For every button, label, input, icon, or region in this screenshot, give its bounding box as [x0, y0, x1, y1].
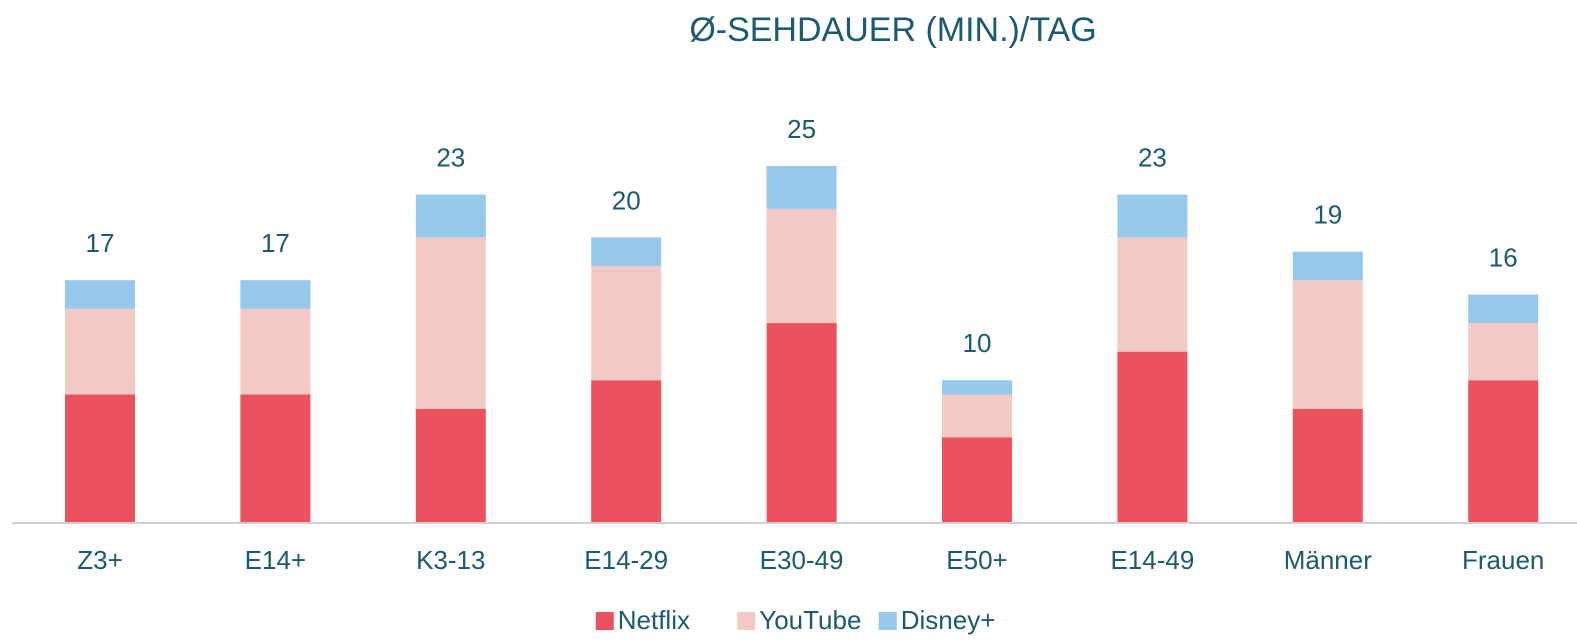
total-label: 25 [787, 114, 816, 144]
chart-title: Ø-SEHDAUER (MIN.)/TAG [689, 11, 1096, 49]
total-label: 23 [1138, 142, 1167, 172]
x-tick-label: E50+ [946, 545, 1007, 575]
x-tick-label: E14-49 [1110, 545, 1194, 575]
bar-segment [1468, 294, 1539, 324]
total-label: 17 [261, 228, 290, 258]
legend-swatch [595, 612, 614, 630]
bar-segment [942, 394, 1012, 438]
bar-segment [65, 394, 135, 523]
bar-segment [942, 380, 1012, 395]
bar-segment [766, 208, 837, 324]
legend-label: YouTube [759, 605, 861, 635]
bar-segment [591, 265, 662, 381]
bar-segment [240, 280, 311, 309]
bar-segment [240, 308, 311, 395]
legend-label: Netflix [618, 605, 690, 635]
total-label: 17 [86, 228, 115, 258]
total-label: 23 [436, 142, 465, 172]
legend-swatch [737, 612, 756, 630]
total-label: 10 [963, 328, 992, 358]
bar-segment [1292, 280, 1363, 409]
bar-segment [415, 237, 486, 409]
bar-segment [1292, 408, 1363, 523]
bar-segment [766, 323, 837, 523]
x-tick-label: E30-49 [760, 545, 844, 575]
bar-segment [1117, 194, 1188, 238]
bar-segment [766, 166, 837, 209]
x-tick-label: Männer [1284, 545, 1372, 575]
total-label: 16 [1489, 242, 1518, 272]
x-tick-label: Frauen [1462, 545, 1544, 575]
bar-segment [415, 408, 486, 523]
legend-swatch [878, 612, 897, 630]
bar-segment [591, 380, 662, 523]
bar-segment [1292, 251, 1363, 281]
x-tick-label: E14+ [245, 545, 306, 575]
bar-segment [942, 437, 1012, 523]
bar-segment [415, 194, 486, 238]
bar-segment [65, 308, 135, 395]
bar-segment [1468, 380, 1539, 523]
bar-segment [240, 394, 311, 523]
x-tick-label: K3-13 [416, 545, 485, 575]
x-tick-label: Z3+ [77, 545, 123, 575]
bar-segment [1117, 237, 1188, 352]
bar-segment [1117, 351, 1188, 523]
legend-label: Disney+ [901, 605, 996, 635]
total-label: 20 [612, 185, 641, 215]
bar-segment [591, 237, 662, 266]
total-label: 19 [1313, 200, 1342, 230]
bar-segment [65, 280, 135, 309]
x-tick-label: E14-29 [584, 545, 668, 575]
bar-segment [1468, 323, 1539, 381]
